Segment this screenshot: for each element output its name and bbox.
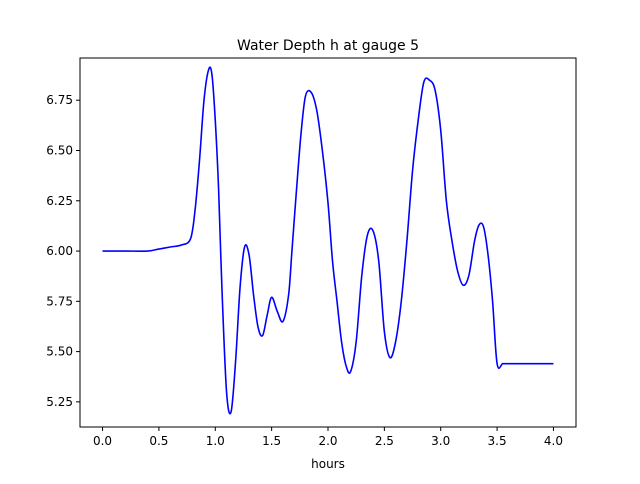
- series-layer: [102, 66, 554, 415]
- y-tick-label: 6.75: [46, 93, 73, 107]
- x-axis-label: hours: [311, 457, 345, 471]
- y-tick-label: 6.00: [46, 244, 73, 258]
- x-tick-label: 0.5: [149, 434, 168, 448]
- x-tick-label: 4.0: [544, 434, 563, 448]
- x-tick-label: 0.0: [93, 434, 112, 448]
- x-tick-label: 2.0: [318, 434, 337, 448]
- axes-layer: 0.0 0.5 1.0 1.5 2.0 2.5 3.0 3.5 4.0 5.25 5.50 5.75 6…: [46, 57, 577, 448]
- plot-frame: [79, 57, 577, 428]
- x-tick-label: 3.5: [488, 434, 507, 448]
- y-tick-label: 5.50: [46, 345, 73, 359]
- x-tick-label: 3.0: [431, 434, 450, 448]
- y-tick-label: 6.25: [46, 194, 73, 208]
- series-line-0: [102, 66, 554, 415]
- x-tick-label: 1.0: [206, 434, 225, 448]
- x-tick-label: 1.5: [262, 434, 281, 448]
- y-tick-label: 5.25: [46, 395, 73, 409]
- x-tick-label: 2.5: [375, 434, 394, 448]
- chart-title: Water Depth h at gauge 5: [237, 38, 419, 54]
- y-tick-label: 6.50: [46, 144, 73, 158]
- y-tick-label: 5.75: [46, 294, 73, 308]
